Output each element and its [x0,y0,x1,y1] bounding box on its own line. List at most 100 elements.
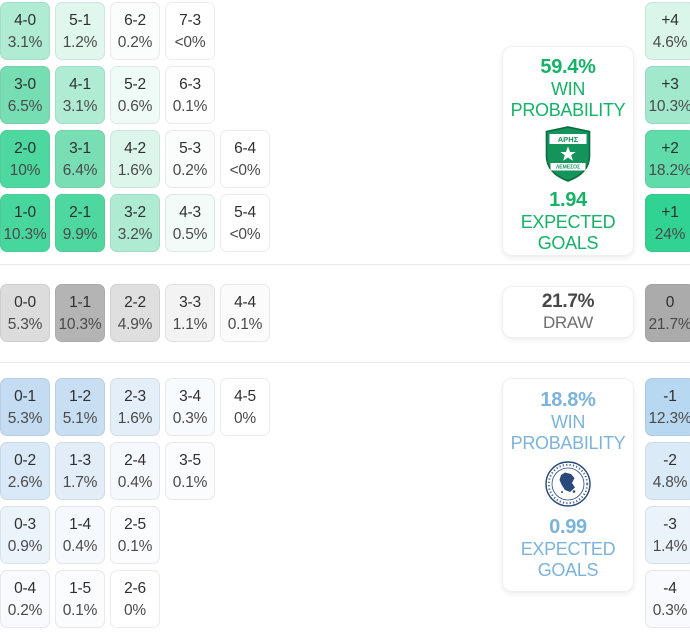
scoreline-probability: 1.6% [117,409,153,427]
score-cell: 1-3 1.7% [55,442,105,500]
score-row: 1-0 10.3% 2-1 9.9% 3-2 3.2% 4-3 0.5% 5-4 <0% [0,194,270,252]
goal-diff: -4 [663,579,677,597]
goal-diff-probability: 4.8% [652,473,688,491]
scoreline: 4-1 [69,75,91,93]
score-cell: 4-2 1.6% [110,130,160,188]
scoreline-probability: <0% [229,225,261,243]
scoreline-probability: 0.2% [7,601,43,619]
scoreline: 2-4 [124,451,146,469]
scoreline: 5-3 [179,139,201,157]
score-cell: 2-3 1.6% [110,378,160,436]
score-row: 0-0 5.3% 1-1 10.3% 2-2 4.9% 3-3 1.1% 4-4 0.1% [0,284,270,342]
score-cell: 1-1 10.3% [55,284,105,342]
score-cell: 0-3 0.9% [0,506,50,564]
goal-diff-cell: +3 10.3% [645,66,690,124]
scoreline-probability: 0% [233,409,256,427]
draw-panel: 21.7% DRAW [502,286,634,338]
scoreline: 3-5 [179,451,201,469]
draw-probability-value: 21.7% [541,291,595,312]
score-cell: 6-4 <0% [220,130,270,188]
goal-diff-cell: -2 4.8% [645,442,690,500]
score-row: 0-3 0.9% 1-4 0.4% 2-5 0.1% [0,506,270,564]
scoreline-probability: 5.1% [62,409,98,427]
scoreline: 5-2 [124,75,146,93]
score-cell: 0-2 2.6% [0,442,50,500]
goal-diff-cell: +4 4.6% [645,2,690,60]
scoreline-probability: 3.1% [7,33,43,51]
scoreline: 1-2 [69,387,91,405]
score-cell: 7-3 <0% [165,2,215,60]
home-expected-goals-label: EXPECTED GOALS [520,212,616,253]
score-cell: 2-2 4.9% [110,284,160,342]
goal-diff-probability: 10.3% [648,97,690,115]
away-win-probability-label: WIN PROBABILITY [510,412,626,453]
scoreline-probability: 0.1% [172,473,208,491]
goal-diff: -3 [663,515,677,533]
score-row: 0-4 0.2% 1-5 0.1% 2-6 0% [0,570,270,628]
scoreline: 2-1 [69,203,91,221]
score-cell: 2-4 0.4% [110,442,160,500]
goal-diff: +3 [661,75,679,93]
scoreline-probability: 1.7% [62,473,98,491]
scoreline-probability: 0.4% [62,537,98,555]
scoreline-probability: 4.9% [117,315,153,333]
score-row: 4-0 3.1% 5-1 1.2% 6-2 0.2% 7-3 <0% [0,2,270,60]
score-row: 3-0 6.5% 4-1 3.1% 5-2 0.6% 6-3 0.1% [0,66,270,124]
goal-diff: +4 [661,11,679,29]
scoreline: 2-5 [124,515,146,533]
score-row: 2-0 10% 3-1 6.4% 4-2 1.6% 5-3 0.2% 6-4 <0% [0,130,270,188]
crest-text-top: ΑΡΗΣ [558,135,579,144]
scoreline-probability: 10.3% [3,225,47,243]
scoreline-probability: 1.1% [172,315,208,333]
goal-diff-probability: 12.3% [648,409,690,427]
away-goal-diff-column: -1 12.3% -2 4.8% -3 1.4% -4 0.3% [645,378,690,632]
score-cell: 3-5 0.1% [165,442,215,500]
scoreline-probability: 0.3% [172,409,208,427]
score-cell: 3-2 3.2% [110,194,160,252]
scoreline-probability: 6.5% [7,97,43,115]
score-cell: 2-0 10% [0,130,50,188]
home-goal-diff-column: +4 4.6% +3 10.3% +2 18.2% +1 24% [645,2,690,258]
scoreline-probability: 3.1% [62,97,98,115]
goal-diff: +2 [661,139,679,157]
home-expected-goals-value: 1.94 [549,189,587,211]
scoreline-probability: 0.1% [117,537,153,555]
home-win-panel: 59.4% WIN PROBABILITY ΑΡΗΣ ΛΕΜΕΣΟΣ 1.94 … [502,46,634,256]
scoreline: 6-2 [124,11,146,29]
scoreline: 4-0 [14,11,36,29]
scoreline: 1-0 [14,203,36,221]
scoreline: 3-3 [179,293,201,311]
score-cell: 5-4 <0% [220,194,270,252]
scoreline: 6-4 [234,139,256,157]
scoreline: 0-0 [14,293,36,311]
scoreline-probability: 3.2% [117,225,153,243]
score-cell: 6-3 0.1% [165,66,215,124]
scoreline-probability: 0.9% [7,537,43,555]
scoreline: 3-2 [124,203,146,221]
crest-star [560,146,576,161]
draw-label: DRAW [542,313,594,332]
scoreline: 3-4 [179,387,201,405]
away-expected-goals-label: EXPECTED GOALS [520,539,616,580]
scoreline: 5-4 [234,203,256,221]
home-win-probability-value: 59.4% [540,56,596,78]
score-cell: 0-0 5.3% [0,284,50,342]
scoreline-probability: 0.1% [62,601,98,619]
score-cell: 1-0 10.3% [0,194,50,252]
away-score-grid: 0-1 5.3% 1-2 5.1% 2-3 1.6% 3-4 0.3% 4-5 0% 0-2 2.6%… [0,378,270,632]
scoreline-probability: 2.6% [7,473,43,491]
scoreline: 1-1 [69,293,91,311]
goal-diff-probability: 24% [654,225,686,243]
score-row: 0-1 5.3% 1-2 5.1% 2-3 1.6% 3-4 0.3% 4-5 0% [0,378,270,436]
score-cell: 5-2 0.6% [110,66,160,124]
scoreline: 1-5 [69,579,91,597]
scoreline: 6-3 [179,75,201,93]
goal-diff: 0 [665,293,675,311]
score-cell: 5-3 0.2% [165,130,215,188]
scoreline: 4-5 [234,387,256,405]
scoreline: 4-4 [234,293,256,311]
scoreline: 2-0 [14,139,36,157]
goal-diff-cell: -1 12.3% [645,378,690,436]
scoreline: 3-0 [14,75,36,93]
section-divider [0,362,690,363]
